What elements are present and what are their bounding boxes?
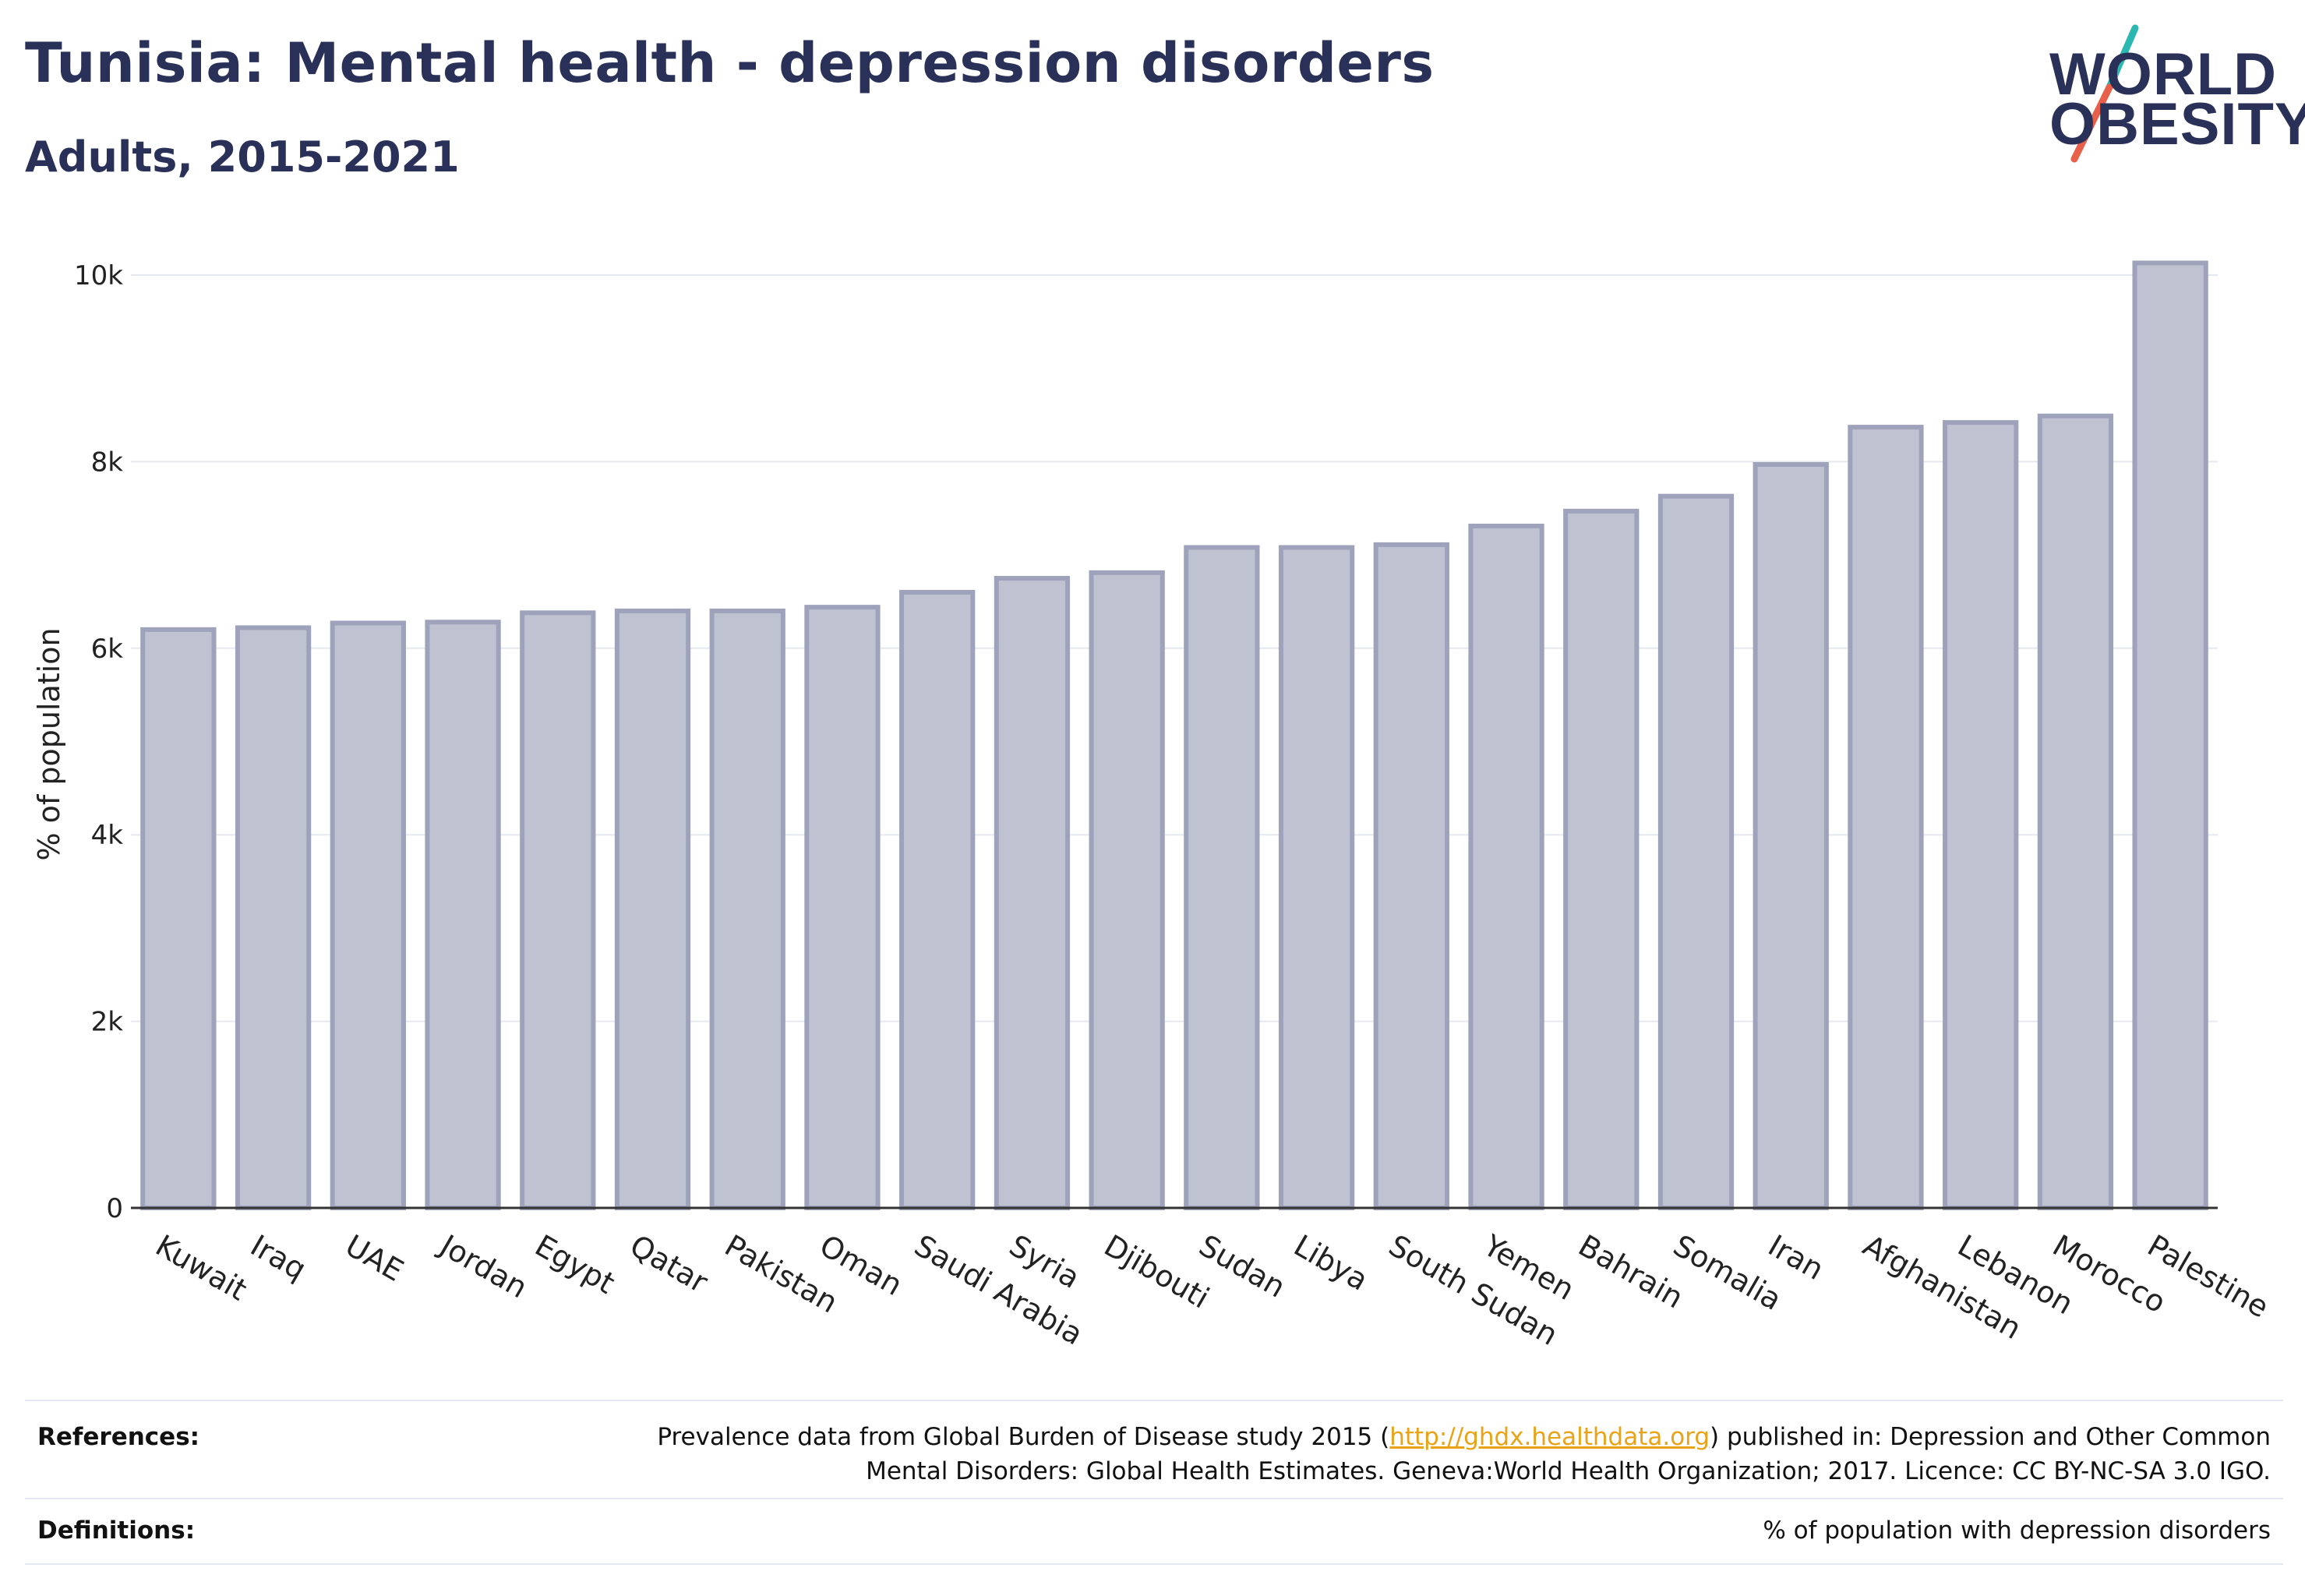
references-text: Prevalence data from Global Burden of Di… xyxy=(657,1420,2271,1488)
bar-iran[interactable] xyxy=(1753,461,1829,1210)
x-tick-label: Palestine xyxy=(2142,1228,2275,1325)
bar-egypt[interactable] xyxy=(520,610,596,1210)
logo-slash-icon xyxy=(2070,24,2139,163)
bar-kuwait[interactable] xyxy=(140,627,217,1210)
y-tick-label: 4k xyxy=(91,820,124,851)
references-text-after: ) published in: Depression and Other Com… xyxy=(1710,1423,2271,1451)
bar-uae[interactable] xyxy=(330,620,406,1210)
y-axis-title: % of population xyxy=(32,627,66,860)
y-tick-label: 6k xyxy=(91,634,124,665)
bars xyxy=(140,260,2208,1211)
y-tick-label: 10k xyxy=(74,260,123,291)
references-link[interactable]: http://ghdx.healthdata.org xyxy=(1389,1423,1710,1451)
y-tick-label: 2k xyxy=(91,1007,124,1038)
x-tick-label: UAE xyxy=(340,1228,409,1288)
bar-afghanistan[interactable] xyxy=(1848,425,1924,1210)
bar-libya[interactable] xyxy=(1278,545,1355,1210)
definitions-row: Definitions: % of population with depres… xyxy=(25,1499,2283,1565)
x-tick-label: Bahrain xyxy=(1573,1228,1689,1315)
definitions-text: % of population with depression disorder… xyxy=(1763,1517,2271,1545)
bar-djibouti[interactable] xyxy=(1089,570,1165,1210)
bar-oman[interactable] xyxy=(804,605,881,1210)
world-obesity-logo: WORLD OBESITY xyxy=(2026,23,2305,164)
bar-yemen[interactable] xyxy=(1468,523,1544,1210)
x-tick-label: Djibouti xyxy=(1099,1228,1216,1315)
references-panel: References: Prevalence data from Global … xyxy=(25,1400,2283,1565)
bar-sudan[interactable] xyxy=(1184,545,1260,1210)
logo-line-obesity: OBESITY xyxy=(2049,91,2305,157)
x-tick-label: Afghanistan xyxy=(1857,1228,2027,1346)
bar-qatar[interactable] xyxy=(614,608,691,1210)
bar-syria[interactable] xyxy=(994,576,1071,1210)
references-row: References: Prevalence data from Global … xyxy=(25,1401,2283,1499)
chart-title: Tunisia: Mental health - depression diso… xyxy=(25,31,1435,95)
bar-jordan[interactable] xyxy=(425,620,501,1210)
bar-lebanon[interactable] xyxy=(1943,420,2019,1210)
x-tick-label: Qatar xyxy=(624,1228,714,1300)
x-tick-label: Iraq xyxy=(245,1228,312,1287)
references-line2: Mental Disorders: Global Health Estimate… xyxy=(866,1457,2271,1485)
bar-morocco[interactable] xyxy=(2037,413,2114,1210)
x-tick-label: Somalia xyxy=(1668,1228,1788,1317)
bar-pakistan[interactable] xyxy=(709,608,785,1210)
x-tick-label: Kuwait xyxy=(150,1228,252,1308)
bar-saudi-arabia[interactable] xyxy=(899,589,976,1210)
x-tick-label: Libya xyxy=(1288,1228,1374,1298)
logo-line-world: WORLD xyxy=(2049,41,2278,108)
bar-iraq[interactable] xyxy=(235,625,312,1210)
x-tick-label: Jordan xyxy=(433,1227,533,1305)
x-tick-label: Egypt xyxy=(529,1228,620,1301)
definitions-label: Definitions: xyxy=(37,1517,196,1545)
bar-bahrain[interactable] xyxy=(1563,508,1640,1210)
references-label: References: xyxy=(37,1423,200,1451)
y-tick-label: 8k xyxy=(91,447,124,478)
bar-south-sudan[interactable] xyxy=(1373,542,1449,1210)
chart-subtitle: Adults, 2015-2021 xyxy=(25,132,460,182)
y-axis-ticks: 0 2k 4k 6k 8k 10k xyxy=(74,260,123,1224)
bar-somalia[interactable] xyxy=(1657,493,1735,1210)
references-text-before: Prevalence data from Global Burden of Di… xyxy=(657,1423,1390,1451)
y-tick-label: 0 xyxy=(106,1193,123,1224)
bar-palestine[interactable] xyxy=(2132,260,2208,1211)
